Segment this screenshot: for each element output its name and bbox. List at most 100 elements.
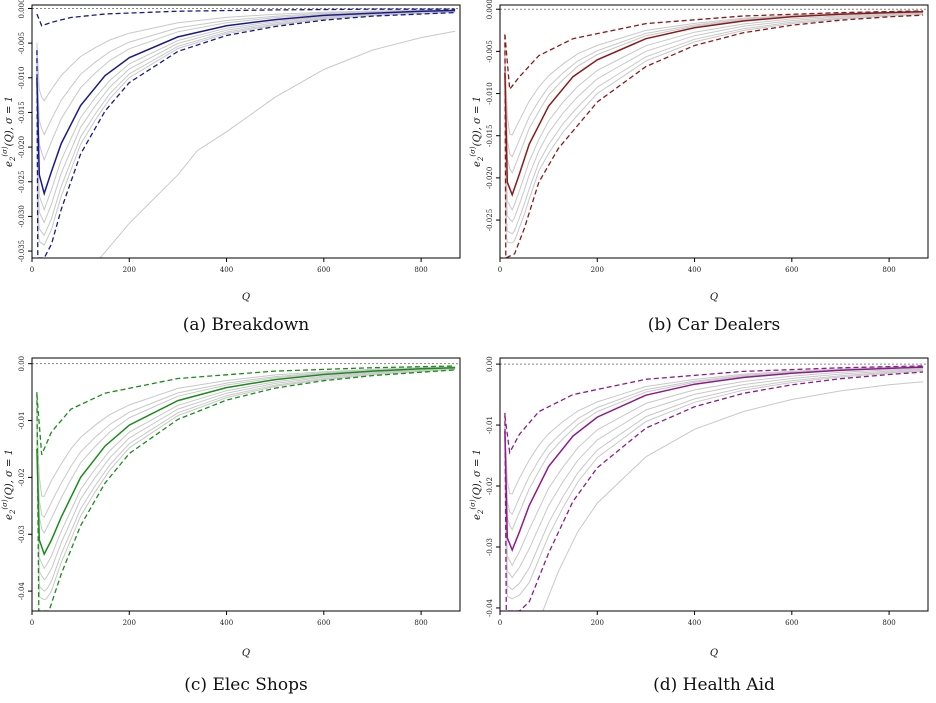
gray-curve (504, 370, 924, 600)
plot-frame (31, 4, 461, 259)
y-tick-label: -0.035 (18, 240, 26, 262)
x-tick-label: 200 (591, 266, 604, 274)
y-axis-label: e2(σ)(Q), σ = 1 (469, 96, 485, 167)
x-tick-label: 400 (688, 619, 701, 627)
gray-curve (36, 367, 456, 570)
y-tick-label: -0.015 (486, 125, 494, 147)
gray-curve (36, 369, 456, 601)
x-tick-label: 600 (785, 619, 798, 627)
gray-curve (504, 366, 924, 531)
gray-curve (504, 10, 924, 136)
chart-panel-3: 0 200 400 600 800 0.00 -0.01 -0.02 -0.03 -0.04 Qe2… (1, 356, 461, 695)
x-tick-label: 0 (498, 619, 502, 627)
y-tick-label: 0.00 (486, 356, 494, 372)
y-tick-label: -0.04 (486, 598, 494, 616)
x-tick-label: 800 (882, 619, 895, 627)
gray-curve (36, 11, 456, 246)
upper-band-line (36, 365, 456, 455)
gray-curve (504, 12, 924, 211)
x-axis-label: Q (242, 648, 250, 659)
y-tick-label: 0.00 (18, 356, 26, 372)
y-tick-label: -0.01 (18, 412, 26, 430)
gray-curve (36, 9, 456, 102)
gray-curve (504, 368, 924, 579)
x-tick-label: 400 (688, 266, 701, 274)
y-tick-label: -0.005 (486, 40, 494, 62)
y-tick-label: 0.000 (18, 0, 26, 18)
y-tick-label: -0.015 (18, 101, 26, 123)
plot-area (32, 7, 460, 258)
gray-curve (504, 367, 924, 567)
gray-curve (504, 13, 924, 244)
panel-caption: (d) Health Aid (653, 675, 775, 695)
gray-curve (36, 366, 456, 535)
y-tick-label: -0.020 (486, 167, 494, 189)
x-tick-label: 600 (785, 266, 798, 274)
gray-curve (36, 9, 456, 162)
panel-caption: (c) Elec Shops (184, 675, 307, 695)
x-tick-label: 200 (123, 619, 136, 627)
mean-curve-line (504, 10, 924, 197)
panel-caption: (b) Car Dealers (648, 315, 780, 335)
x-tick-label: 600 (317, 266, 330, 274)
y-tick-label: -0.02 (486, 477, 494, 495)
gray-curve (36, 11, 456, 224)
x-tick-label: 800 (882, 266, 895, 274)
x-tick-label: 800 (414, 266, 427, 274)
lower-band-line (504, 371, 924, 611)
x-tick-label: 200 (123, 266, 136, 274)
y-tick-label: -0.010 (18, 67, 26, 89)
x-tick-label: 0 (30, 266, 34, 274)
gray-curve (504, 369, 924, 591)
plot-area (500, 8, 928, 258)
gray-curve (36, 10, 456, 212)
gray-curve (504, 13, 924, 235)
chart-panel-4: 0 200 400 600 800 0.00 -0.01 -0.02 -0.03 -0.04 Qe2… (469, 356, 929, 695)
y-tick-label: -0.01 (486, 416, 494, 434)
plot-area (32, 363, 460, 611)
y-axis-label: e2(σ)(Q), σ = 1 (469, 449, 485, 520)
x-tick-label: 400 (220, 266, 233, 274)
plot-frame (499, 357, 929, 612)
gray-curve (504, 12, 924, 223)
y-tick-label: -0.005 (18, 32, 26, 54)
x-axis-label: Q (710, 648, 718, 659)
mean-curve-line (36, 366, 456, 557)
gray-curve (36, 368, 456, 581)
gray-curve (504, 366, 924, 495)
plot-frame (499, 4, 929, 259)
gray-curve (504, 11, 924, 158)
y-axis-label: e2(σ)(Q), σ = 1 (1, 449, 17, 520)
gray-curve (36, 9, 456, 136)
y-axis-label: e2(σ)(Q), σ = 1 (1, 96, 17, 167)
y-tick-label: -0.025 (18, 171, 26, 193)
lower-band-line (36, 11, 456, 258)
chart-panel-2: 0 200 400 600 800 0.000 -0.005 -0.010 -0.015 -0.0… (469, 0, 929, 335)
gray-curve-outlier (99, 30, 456, 258)
y-tick-label: -0.020 (18, 136, 26, 158)
gray-curve (36, 11, 456, 237)
x-tick-label: 0 (30, 619, 34, 627)
mean-curve-line (36, 9, 456, 197)
y-tick-label: -0.04 (18, 582, 26, 600)
y-tick-label: -0.010 (486, 82, 494, 104)
y-tick-label: -0.030 (18, 205, 26, 227)
y-tick-label: 0.000 (486, 0, 494, 19)
y-tick-label: -0.02 (18, 468, 26, 486)
gray-curve (36, 366, 456, 497)
upper-band-line (504, 10, 924, 92)
upper-band-line (36, 8, 456, 27)
x-tick-label: 400 (220, 619, 233, 627)
gray-curve-outlier (542, 381, 924, 611)
gray-curve (504, 11, 924, 175)
gray-curve (36, 366, 456, 519)
y-tick-label: -0.025 (486, 209, 494, 231)
lower-band-line (504, 14, 924, 258)
lower-band-line (36, 369, 456, 611)
gray-curve (504, 366, 924, 516)
x-tick-label: 600 (317, 619, 330, 627)
x-axis-label: Q (242, 292, 250, 303)
y-tick-label: -0.03 (486, 538, 494, 556)
plot-area (500, 363, 928, 611)
